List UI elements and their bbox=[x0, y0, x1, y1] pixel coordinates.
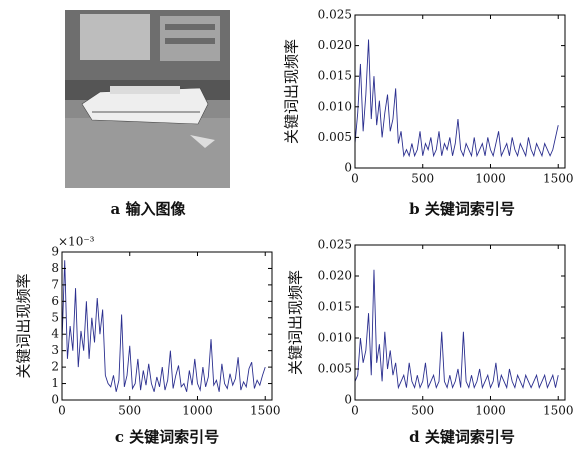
y-tick-label: 5 bbox=[51, 310, 59, 324]
axis-multiplier: ×10⁻³ bbox=[58, 235, 95, 249]
caption: c 关键词索引号 bbox=[115, 428, 219, 446]
data-line bbox=[62, 260, 265, 392]
x-tick-label: 0 bbox=[351, 172, 359, 186]
y-tick-label: 8 bbox=[51, 261, 59, 275]
y-tick-label: 4 bbox=[51, 327, 59, 341]
data-line bbox=[355, 39, 558, 155]
y-tick-label: 0.020 bbox=[318, 38, 352, 52]
y-tick-label: 1 bbox=[51, 376, 59, 390]
y-tick-label: 0.025 bbox=[318, 238, 352, 252]
caption: b 关键词索引号 bbox=[409, 200, 515, 218]
y-tick-label: 3 bbox=[51, 343, 59, 357]
y-tick-label: 0.015 bbox=[318, 300, 352, 314]
x-tick-label: 500 bbox=[411, 404, 434, 418]
x-tick-label: 1000 bbox=[475, 172, 506, 186]
y-tick-label: 0.005 bbox=[318, 130, 352, 144]
x-tick-label: 1000 bbox=[182, 404, 213, 418]
y-tick-label: 0.020 bbox=[318, 269, 352, 283]
y-tick-label: 7 bbox=[51, 277, 59, 291]
input-image bbox=[65, 10, 230, 188]
x-tick-label: 500 bbox=[411, 172, 434, 186]
figure: a 输入图像 0 0.005 0.010 0.015 0.020 0.025 0 500 1000… bbox=[0, 0, 584, 453]
y-axis-label: 关键词出现频率 bbox=[287, 270, 305, 375]
y-tick-label: 0.025 bbox=[318, 8, 352, 22]
x-tick-label: 0 bbox=[351, 404, 359, 418]
y-tick-label: 2 bbox=[51, 360, 59, 374]
caption: d 关键词索引号 bbox=[409, 428, 515, 446]
y-axis-label: 关键词出现频率 bbox=[283, 39, 301, 144]
x-tick-label: 1500 bbox=[543, 172, 574, 186]
data-line bbox=[355, 270, 558, 388]
x-tick-label: 1500 bbox=[250, 404, 281, 418]
y-tick-label: 0.010 bbox=[318, 99, 352, 113]
x-tick-label: 0 bbox=[58, 404, 66, 418]
plot-frame bbox=[62, 252, 272, 400]
y-axis-label: 关键词出现频率 bbox=[15, 273, 33, 378]
y-tick-label: 0.015 bbox=[318, 69, 352, 83]
plot-frame bbox=[355, 245, 565, 400]
y-tick-label: 0.010 bbox=[318, 331, 352, 345]
x-tick-label: 1500 bbox=[543, 404, 574, 418]
x-tick-label: 1000 bbox=[475, 404, 506, 418]
caption: a 输入图像 bbox=[111, 200, 187, 218]
y-tick-label: 0.005 bbox=[318, 362, 352, 376]
x-tick-label: 500 bbox=[118, 404, 141, 418]
y-tick-label: 6 bbox=[51, 294, 59, 308]
